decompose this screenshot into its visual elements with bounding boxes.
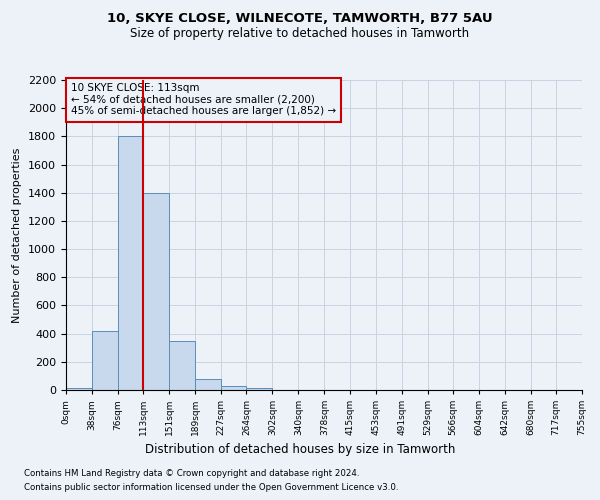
Bar [143, 192, 169, 390]
Text: Contains HM Land Registry data © Crown copyright and database right 2024.: Contains HM Land Registry data © Crown c… [24, 468, 359, 477]
Text: Size of property relative to detached houses in Tamworth: Size of property relative to detached ho… [130, 28, 470, 40]
Bar [247, 388, 272, 390]
Bar [221, 386, 247, 390]
Bar [195, 380, 221, 390]
Text: 10, SKYE CLOSE, WILNECOTE, TAMWORTH, B77 5AU: 10, SKYE CLOSE, WILNECOTE, TAMWORTH, B77… [107, 12, 493, 26]
Text: Distribution of detached houses by size in Tamworth: Distribution of detached houses by size … [145, 442, 455, 456]
Text: 10 SKYE CLOSE: 113sqm
← 54% of detached houses are smaller (2,200)
45% of semi-d: 10 SKYE CLOSE: 113sqm ← 54% of detached … [71, 83, 336, 116]
Text: Contains public sector information licensed under the Open Government Licence v3: Contains public sector information licen… [24, 484, 398, 492]
Bar [169, 340, 195, 390]
Bar [92, 331, 118, 390]
Bar [66, 388, 92, 390]
Bar [118, 136, 143, 390]
Y-axis label: Number of detached properties: Number of detached properties [13, 148, 22, 322]
